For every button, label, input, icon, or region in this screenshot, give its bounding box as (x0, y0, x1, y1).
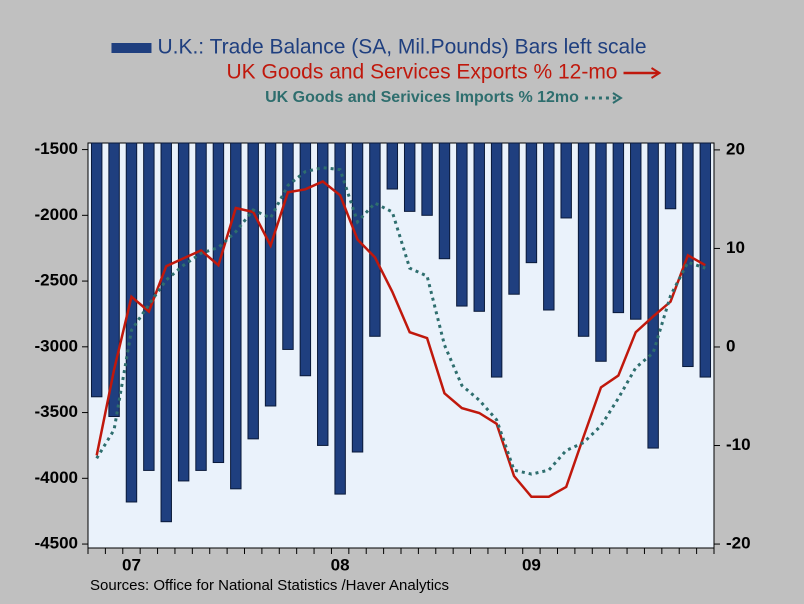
bar (90, 142, 103, 398)
legend-label: U.K.: Trade Balance (SA, Mil.Pounds) Bar… (157, 36, 646, 59)
bar (212, 142, 225, 464)
y2-tick-label: 0 (726, 336, 735, 355)
y-tick-label: -2000 (35, 205, 78, 224)
bar (595, 142, 607, 362)
bar (351, 142, 364, 453)
y2-tick-label: -10 (726, 435, 751, 454)
y-tick-label: -3500 (35, 402, 78, 421)
legend-arrow (650, 67, 662, 79)
bar (247, 142, 259, 440)
y-tick-label: -3000 (35, 336, 78, 355)
bar (195, 142, 207, 471)
bar (160, 142, 172, 523)
x-tick-label: 09 (522, 555, 541, 574)
y2-tick-label: 10 (726, 238, 745, 257)
bar (699, 142, 712, 378)
bar (108, 142, 120, 418)
plot-area (87, 142, 715, 549)
bar (560, 142, 572, 219)
legend-arrow (612, 92, 623, 104)
y-tick-label: -4500 (35, 534, 78, 553)
bar (230, 142, 242, 490)
bar (508, 142, 520, 295)
bar (438, 142, 451, 260)
bar (647, 142, 659, 449)
y-tick-label: -4000 (35, 468, 78, 487)
legend-label: UK Goods and Serivices Imports % 12mo (265, 89, 579, 106)
source-note: Sources: Office for National Statistics … (90, 577, 449, 594)
y-tick-label: -1500 (35, 139, 78, 158)
bar (177, 142, 190, 482)
line-series (95, 179, 706, 499)
bar (525, 142, 538, 264)
y2-tick-label: -20 (726, 534, 751, 553)
bar (612, 142, 625, 314)
legend-swatch (111, 43, 152, 53)
bar (334, 142, 346, 495)
bar (473, 142, 485, 312)
bar (490, 142, 503, 378)
bar (577, 142, 590, 337)
x-tick-label: 08 (331, 555, 350, 574)
bar (456, 142, 468, 307)
y2-tick-label: 20 (726, 139, 745, 158)
bar (317, 142, 329, 446)
bar (386, 142, 399, 190)
bar (664, 142, 677, 210)
bar (282, 142, 294, 350)
x-tick-label: 07 (122, 555, 141, 574)
bar (299, 142, 312, 377)
bar (403, 142, 416, 212)
bar (421, 142, 433, 216)
bar (369, 142, 381, 337)
bar (264, 142, 277, 407)
bar (543, 142, 555, 311)
legend-label: UK Goods and Services Exports % 12-mo (226, 61, 617, 84)
y-tick-label: -2500 (35, 271, 78, 290)
bar (630, 142, 642, 320)
